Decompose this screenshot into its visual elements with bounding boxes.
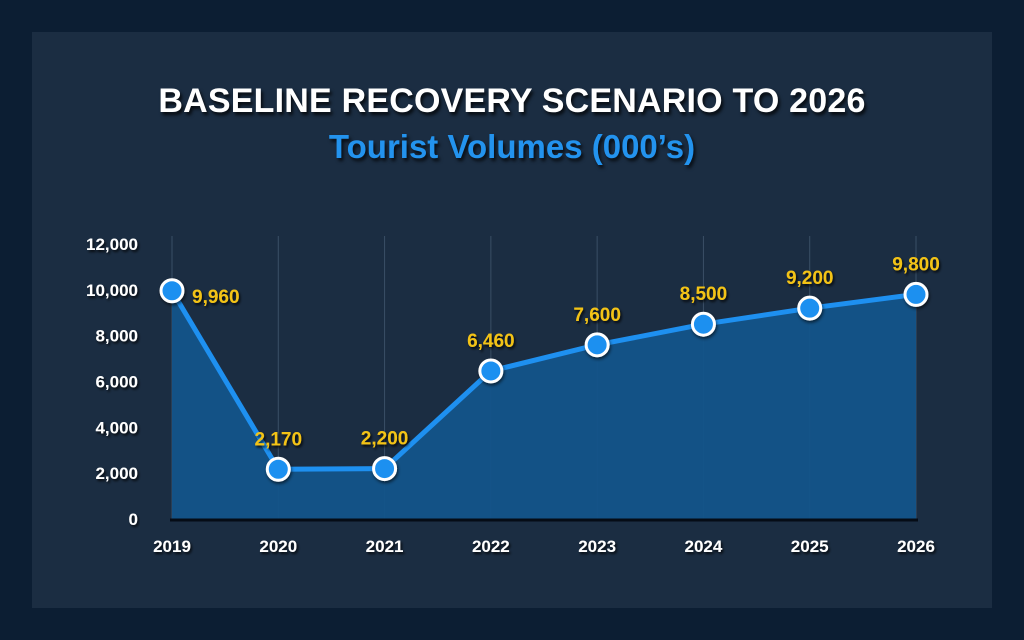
- y-tick-label: 8,000: [95, 327, 138, 346]
- x-tick-label: 2026: [897, 537, 935, 556]
- x-tick-label: 2025: [791, 537, 829, 556]
- y-tick-label: 0: [129, 510, 138, 529]
- data-markers: [159, 278, 929, 482]
- data-point-2025: [797, 295, 823, 321]
- data-point-2020: [265, 456, 291, 482]
- series-line: [169, 289, 917, 472]
- x-tick-label: 2022: [472, 537, 510, 556]
- data-label-2020: 2,170: [255, 429, 303, 450]
- data-label-2026: 9,800: [892, 254, 940, 275]
- data-point-2023: [584, 332, 610, 358]
- data-point-2024: [690, 311, 716, 337]
- chart-title: BASELINE RECOVERY SCENARIO TO 2026: [158, 82, 866, 120]
- data-point-2021: [372, 456, 398, 482]
- y-tick-label: 6,000: [95, 373, 138, 392]
- x-axis-ticks: 2019 2020 2021 2022 2023 2024 2025 2026: [153, 537, 935, 556]
- y-tick-label: 12,000: [86, 235, 138, 254]
- y-tick-label: 2,000: [95, 464, 138, 483]
- x-tick-label: 2023: [578, 537, 616, 556]
- data-point-2019: [159, 278, 185, 304]
- y-tick-label: 4,000: [95, 418, 138, 437]
- data-label-2022: 6,460: [467, 331, 515, 352]
- data-label-2023: 7,600: [573, 305, 621, 326]
- x-tick-label: 2020: [259, 537, 297, 556]
- area-fill: [172, 290, 916, 519]
- y-axis-ticks: 0 2,000 4,000 6,000 8,000 10,000 12,000: [86, 235, 138, 529]
- x-tick-label: 2021: [366, 537, 404, 556]
- y-tick-label: 10,000: [86, 281, 138, 300]
- data-label-2019: 9,960: [192, 287, 240, 308]
- data-point-2022: [478, 358, 504, 384]
- data-point-2026: [903, 281, 929, 307]
- x-tick-label: 2019: [153, 537, 191, 556]
- chart-subtitle: Tourist Volumes (000’s): [328, 128, 696, 165]
- data-label-2021: 2,200: [361, 429, 409, 450]
- data-labels: 9,960 2,170 2,200 6,460 7,600 8,500 9,200 9,800: [192, 254, 940, 450]
- data-label-2025: 9,200: [786, 268, 834, 289]
- x-tick-label: 2024: [685, 537, 723, 556]
- data-label-2024: 8,500: [680, 284, 728, 305]
